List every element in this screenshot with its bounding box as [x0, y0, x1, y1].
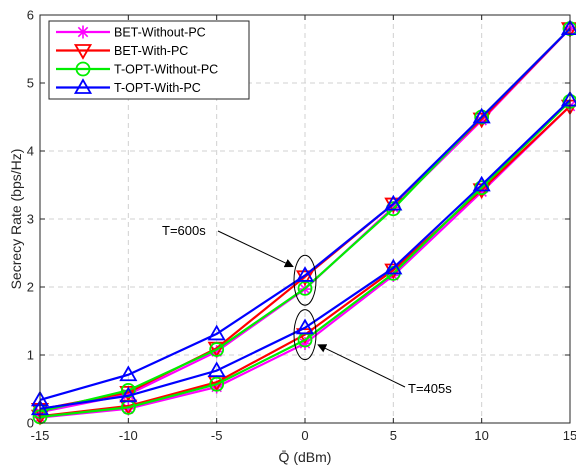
legend-label: BET-With-PC: [114, 44, 188, 58]
x-axis-label: Q̄ (dBm): [279, 449, 332, 465]
y-tick-label: 3: [27, 212, 34, 227]
annotation-label-t600: T=600s: [162, 223, 206, 238]
y-tick-label: 0: [27, 416, 34, 431]
x-tick-label: -5: [211, 428, 223, 443]
legend-label: T-OPT-Without-PC: [114, 63, 218, 77]
y-tick-label: 2: [27, 280, 34, 295]
y-tick-label: 4: [27, 144, 34, 159]
legend: BET-Without-PC BET-With-PC T-OPT-Without-P…: [49, 21, 249, 99]
y-tick-label: 6: [27, 8, 34, 23]
y-tick-label: 1: [27, 348, 34, 363]
x-tick-label: 15: [563, 428, 576, 443]
x-tick-label: 10: [474, 428, 488, 443]
annotation-label-t405: T=405s: [408, 381, 452, 396]
x-tick-label: 5: [390, 428, 397, 443]
legend-label: T-OPT-With-PC: [114, 81, 201, 95]
x-tick-label: -10: [119, 428, 138, 443]
y-tick-label: 5: [27, 76, 34, 91]
legend-label: BET-Without-PC: [114, 26, 206, 40]
x-tick-label: 0: [301, 428, 308, 443]
y-axis-label: Secrecy Rate (bps/Hz): [8, 149, 24, 290]
legend-marker: [77, 26, 90, 39]
